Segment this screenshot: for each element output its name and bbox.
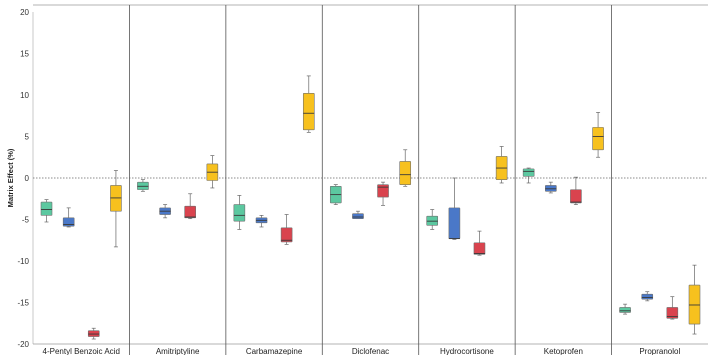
grid-layer <box>32 4 708 355</box>
box-iqr <box>570 189 582 204</box>
box-plot-mark <box>184 193 196 220</box>
box-plot-mark <box>352 210 364 220</box>
category-label: Hydrocortisone <box>440 347 494 355</box>
box-iqr <box>377 184 389 198</box>
box-plot-mark <box>448 177 461 240</box>
box-iqr <box>448 207 461 239</box>
y-tick-labels: -20 -15 -10 -5 0 5 10 15 20 <box>17 8 29 349</box>
box-plot-mark <box>87 327 100 340</box>
box-iqr <box>592 127 604 151</box>
box-iqr <box>352 213 364 219</box>
box-layer <box>40 75 701 340</box>
box-plot-mark <box>233 195 246 230</box>
category-label: Ketoprofen <box>544 347 583 355</box>
box-plot-mark <box>206 155 219 189</box>
y-tick-label: -5 <box>22 216 30 225</box>
box-plot-mark <box>426 209 439 230</box>
y-tick-label: 0 <box>25 174 30 183</box>
category-label: Diclofenac <box>352 347 389 355</box>
category-label: Propranolol <box>639 347 680 355</box>
y-tick-label: -15 <box>17 299 29 308</box>
box-plot-mark <box>110 170 122 248</box>
category-label: 4-Pentyl Benzoic Acid <box>43 347 120 355</box>
box-plot-mark <box>40 199 53 223</box>
y-tick-label: -10 <box>17 257 29 266</box>
box-iqr <box>522 168 535 177</box>
box-iqr <box>619 307 631 313</box>
category-label: Carbamazepine <box>246 347 303 355</box>
box-plot-mark <box>137 179 149 192</box>
box-plot-mark <box>159 204 171 219</box>
box-iqr <box>473 242 486 255</box>
y-tick-label: -20 <box>17 340 29 349</box>
box-plot-mark <box>280 214 293 245</box>
box-plot-mark <box>495 146 508 184</box>
y-tick-label: 5 <box>25 133 30 142</box>
box-iqr <box>666 307 679 319</box>
box-plot-mark <box>399 149 412 187</box>
box-plot-mark <box>522 167 535 184</box>
box-plot-mark <box>545 181 557 194</box>
box-plot-mark <box>641 291 654 302</box>
category-label: Amitriptyline <box>156 347 200 355</box>
y-tick-label: 15 <box>20 50 29 59</box>
category-labels: 4-Pentyl Benzoic Acid Amitriptyline Carbam… <box>43 347 681 355</box>
box-plot-mark <box>619 303 631 315</box>
box-iqr <box>302 93 315 131</box>
box-plot-mark <box>473 230 486 256</box>
box-plot-mark <box>255 215 268 228</box>
box-plot-mark <box>302 75 315 133</box>
box-iqr <box>641 293 654 300</box>
box-iqr <box>184 205 196 219</box>
box-plot-mark <box>570 176 582 205</box>
box-iqr <box>280 227 293 243</box>
box-iqr <box>399 161 412 185</box>
box-iqr <box>40 201 53 216</box>
box-plot-mark <box>62 207 75 228</box>
box-plot-mark <box>666 296 679 320</box>
box-plot-mark <box>592 112 604 158</box>
box-plot-mark <box>329 184 342 205</box>
box-plot-mark <box>688 264 701 335</box>
y-axis-title: Matrix Effect (%) <box>6 148 15 207</box>
y-tick-label: 20 <box>20 8 29 17</box>
box-plot-mark <box>377 181 389 206</box>
y-tick-label: 10 <box>20 91 29 100</box>
box-iqr <box>233 204 246 222</box>
